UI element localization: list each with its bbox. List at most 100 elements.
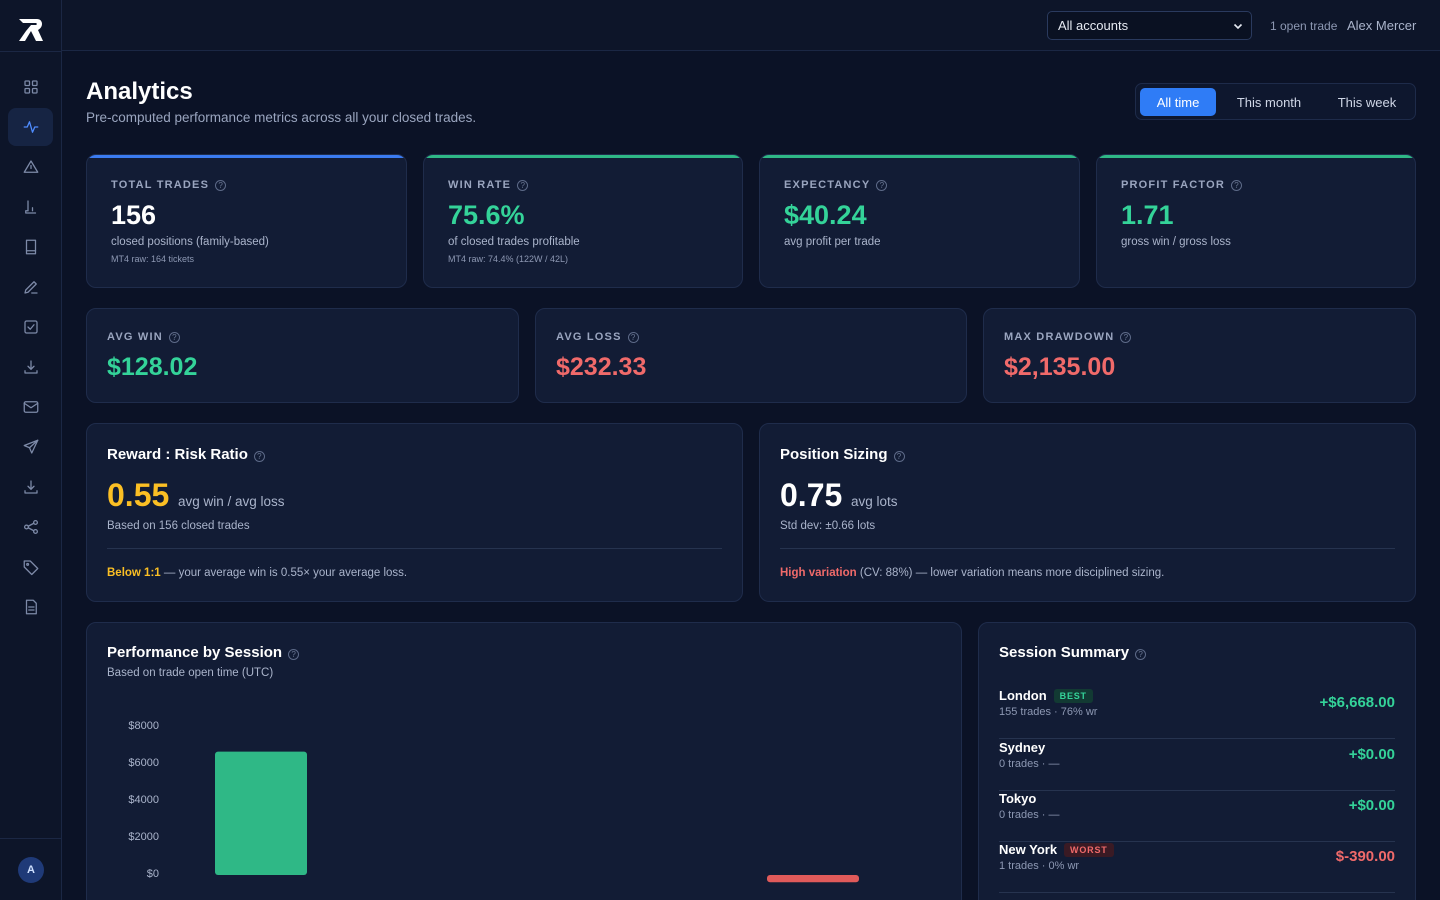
account-select[interactable]: All accounts <box>1047 11 1252 40</box>
nav-import[interactable] <box>8 468 53 506</box>
bar-new-york[interactable] <box>767 875 859 883</box>
session-name: New York WORST <box>999 842 1114 857</box>
help-icon[interactable]: ? <box>627 332 639 343</box>
reward-risk-card: Reward : Risk Ratio? 0.55 avg win / avg … <box>86 423 743 602</box>
session-meta: 0 trades · — <box>999 758 1060 770</box>
session-row-sydney[interactable]: Sydney 0 trades · — +$0.00 <box>999 740 1395 791</box>
kpi-value: 75.6% <box>448 200 525 230</box>
help-icon[interactable]: ? <box>1120 332 1132 343</box>
user-name[interactable]: Alex Mercer <box>1347 18 1417 33</box>
section-title: Position Sizing? <box>780 446 905 463</box>
help-icon[interactable]: ? <box>215 180 227 191</box>
kpi-raw-note: MT4 raw: 164 tickets <box>111 254 195 264</box>
help-icon[interactable]: ? <box>1135 649 1147 660</box>
nav-dashboard[interactable] <box>8 68 53 106</box>
worst-badge: WORST <box>1064 843 1114 857</box>
help-icon[interactable]: ? <box>288 649 300 660</box>
account-select-value: All accounts <box>1058 18 1129 33</box>
position-sizing-unit: avg lots <box>851 494 898 509</box>
card-accent-line <box>424 155 742 158</box>
help-icon[interactable]: ? <box>168 332 180 343</box>
open-trades-indicator[interactable]: 1 open trade <box>1270 19 1338 33</box>
y-axis-tick: $2000 <box>128 831 159 843</box>
section-subtitle: Based on trade open time (UTC) <box>107 667 274 679</box>
chart-bars-icon <box>24 200 36 214</box>
nav-journal[interactable] <box>8 228 53 266</box>
kpi-value: $2,135.00 <box>1004 353 1116 381</box>
nav-share[interactable] <box>8 508 53 546</box>
section-title: Session Summary? <box>999 644 1147 661</box>
reward-risk-unit: avg win / avg loss <box>178 494 285 509</box>
nav-notes[interactable] <box>8 268 53 306</box>
page-subtitle: Pre-computed performance metrics across … <box>86 110 477 125</box>
session-row-tokyo[interactable]: Tokyo 0 trades · — +$0.00 <box>999 791 1395 842</box>
kpi-profit-factor: Profit Factor? 1.71 gross win / gross lo… <box>1096 154 1416 288</box>
kpi-total-trades: Total Trades? 156 closed positions (fami… <box>86 154 407 288</box>
session-meta: 0 trades · — <box>999 809 1060 821</box>
session-name: Sydney <box>999 740 1046 755</box>
nav-reports[interactable] <box>8 588 53 626</box>
nav-send[interactable] <box>8 428 53 466</box>
divider <box>107 548 722 549</box>
kpi-value: $232.33 <box>556 353 647 381</box>
kpi-label: Expectancy? <box>784 179 888 191</box>
page-title: Analytics <box>86 78 193 105</box>
kpi-label: Max Drawdown? <box>1004 331 1132 343</box>
kpi-label: Profit Factor? <box>1121 179 1243 191</box>
logo-icon[interactable] <box>17 17 45 43</box>
document-icon <box>25 599 37 615</box>
bar-london[interactable] <box>215 751 307 875</box>
kpi-label: Avg Win? <box>107 331 180 343</box>
nav-checklist[interactable] <box>8 308 53 346</box>
journal-book-icon <box>25 239 36 255</box>
time-range-tabs: All time This month This week <box>1135 83 1416 120</box>
help-icon[interactable]: ? <box>253 451 265 462</box>
kpi-subtext: avg profit per trade <box>784 236 881 248</box>
tab-all-time[interactable]: All time <box>1140 88 1216 116</box>
checkbox-icon <box>23 320 38 334</box>
kpi-value: $128.02 <box>107 353 198 381</box>
nav-alerts[interactable] <box>8 148 53 186</box>
nav-stats[interactable] <box>8 188 53 226</box>
session-pnl: +$0.00 <box>1348 746 1395 763</box>
section-title: Reward : Risk Ratio? <box>107 446 265 463</box>
kpi-label: Total Trades? <box>111 179 227 191</box>
session-row-new-york[interactable]: New York WORST 1 trades · 0% wr $-390.00 <box>999 842 1395 893</box>
y-axis-tick: $0 <box>146 868 159 880</box>
section-title: Performance by Session? <box>107 644 300 661</box>
performance-by-session-card: Performance by Session? Based on trade o… <box>86 622 962 900</box>
sidebar-divider <box>0 51 62 52</box>
warning-triangle-icon <box>23 160 38 173</box>
kpi-subtext: gross win / gross loss <box>1121 236 1231 248</box>
session-meta: 1 trades · 0% wr <box>999 860 1080 872</box>
share-icon <box>23 519 38 535</box>
kpi-raw-note: MT4 raw: 74.4% (122W / 42L) <box>448 254 569 264</box>
nav-tags[interactable] <box>8 548 53 586</box>
send-icon <box>23 439 38 454</box>
help-icon[interactable]: ? <box>876 180 888 191</box>
nav-mail[interactable] <box>8 388 53 426</box>
best-badge: BEST <box>1053 689 1093 703</box>
help-icon[interactable]: ? <box>893 451 905 462</box>
nav-analytics[interactable] <box>8 108 53 146</box>
nav-download[interactable] <box>8 348 53 386</box>
pencil-icon <box>23 281 38 294</box>
kpi-max-drawdown: Max Drawdown? $2,135.00 <box>983 308 1416 403</box>
y-axis-tick: $8000 <box>128 720 159 732</box>
sidebar: A <box>0 0 62 900</box>
session-name: Tokyo <box>999 791 1037 806</box>
import-icon <box>23 480 38 494</box>
divider <box>780 548 1395 549</box>
tab-this-month[interactable]: This month <box>1236 94 1302 110</box>
session-summary-card: Session Summary? London BEST 155 trades ·… <box>978 622 1416 900</box>
kpi-value: 1.71 <box>1121 200 1174 230</box>
kpi-label: Avg Loss? <box>556 331 639 343</box>
session-row-london[interactable]: London BEST 155 trades · 76% wr +$6,668.0… <box>999 688 1395 739</box>
avatar[interactable]: A <box>18 857 44 883</box>
help-icon[interactable]: ? <box>517 180 529 191</box>
tab-this-week[interactable]: This week <box>1337 94 1397 110</box>
y-axis-tick: $4000 <box>128 794 159 806</box>
session-meta: 155 trades · 76% wr <box>999 706 1098 718</box>
help-icon[interactable]: ? <box>1231 180 1243 191</box>
session-bar-chart <box>215 751 859 883</box>
